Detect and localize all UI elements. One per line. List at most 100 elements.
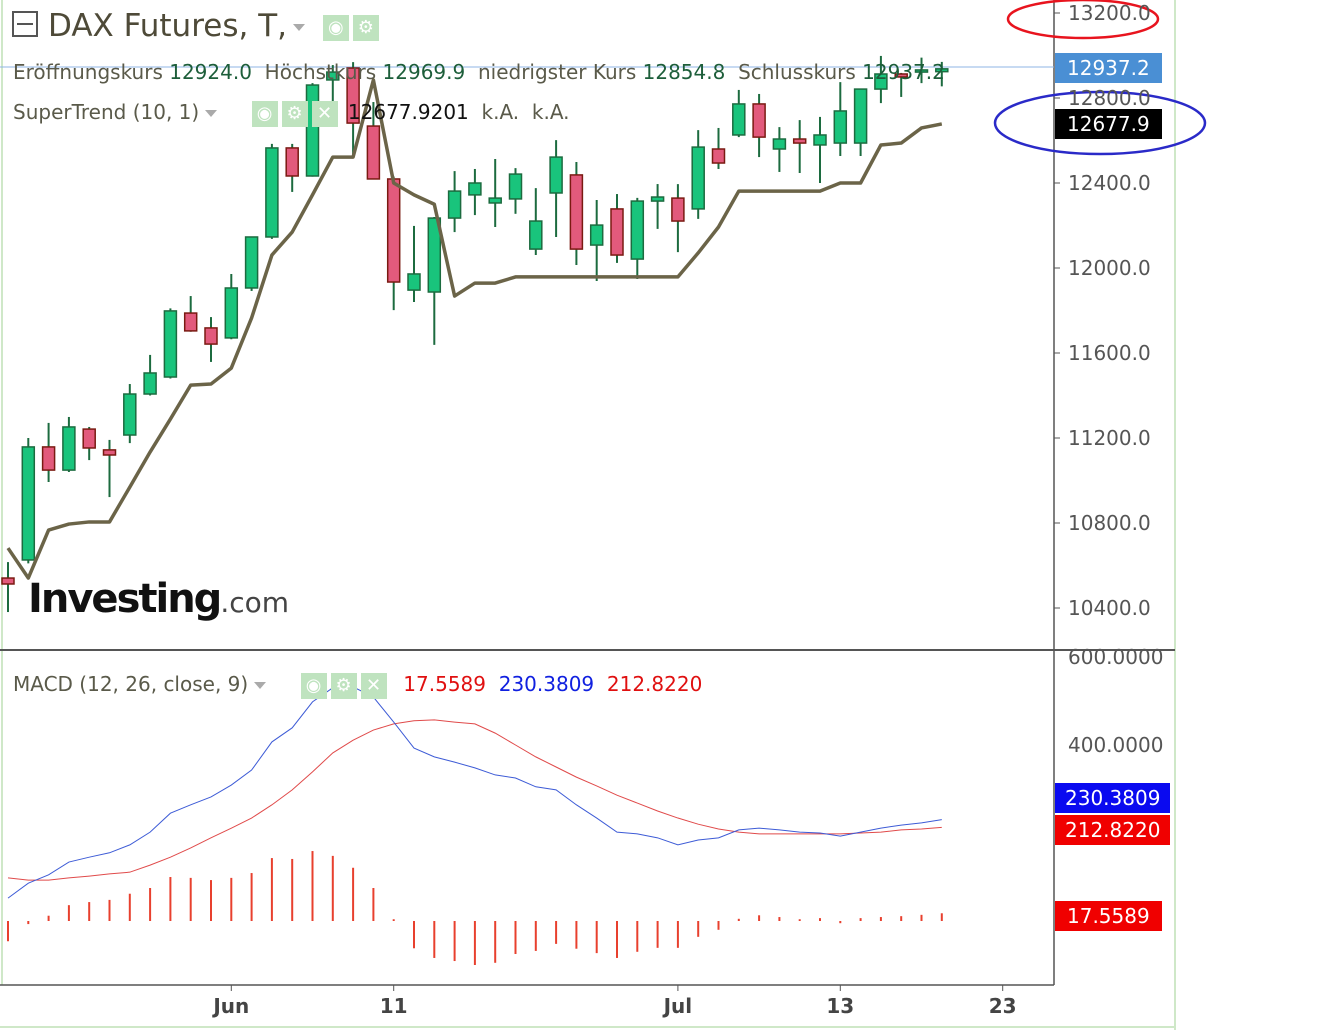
candle-body-down: [204, 327, 218, 345]
candle-body-up: [62, 426, 76, 471]
dropdown-icon[interactable]: [254, 682, 267, 689]
candle: [650, 184, 665, 229]
gear-icon[interactable]: ⚙: [352, 14, 379, 41]
chart-title: DAX Futures, T,: [48, 8, 287, 44]
candle-body-up: [813, 134, 827, 146]
logo-suffix: .com: [220, 586, 290, 619]
candle: [123, 384, 137, 444]
dropdown-icon[interactable]: [205, 110, 218, 117]
candle-body-up: [589, 224, 604, 246]
macd-axis-label: 400.0000: [1068, 733, 1164, 757]
close-icon[interactable]: ✕: [311, 100, 338, 127]
signal-badge: 212.8220: [1055, 815, 1171, 845]
candle-body-up: [407, 273, 421, 291]
candle-body-down: [752, 103, 766, 138]
candle: [549, 140, 563, 237]
candle: [224, 273, 239, 340]
candle: [468, 168, 482, 216]
candle-body-up: [21, 446, 36, 561]
price-axis-label: 10400.0: [1068, 596, 1151, 620]
high-label: Höchstkurs: [264, 60, 377, 84]
eye-icon[interactable]: ◉: [322, 14, 349, 41]
candle-body-up: [874, 73, 888, 90]
candle: [792, 120, 807, 174]
close-icon[interactable]: ✕: [360, 672, 387, 699]
chart-background: [0, 0, 1175, 1030]
candle-body-down: [792, 138, 807, 144]
macd-value: 230.3809: [498, 672, 595, 696]
candle: [833, 82, 848, 157]
supertrend-line: [6, 78, 943, 580]
price-axis-label: 11600.0: [1068, 341, 1151, 365]
candle-body-down: [711, 148, 726, 164]
candle: [894, 72, 908, 97]
macd-line: [7, 686, 942, 899]
low-label: niedrigster Kurs: [477, 60, 637, 84]
price-axis-label: 12000.0: [1068, 256, 1151, 280]
candle: [732, 89, 746, 138]
candle: [285, 143, 299, 192]
candle-body-up: [529, 220, 543, 250]
supertrend-label: SuperTrend (10, 1): [13, 100, 200, 124]
high-value: 12969.9: [382, 60, 466, 84]
candle: [610, 194, 624, 263]
candle: [386, 176, 401, 311]
candle-body-up: [163, 310, 178, 378]
candle: [305, 83, 320, 177]
candle: [813, 116, 827, 183]
candle-body-up: [123, 393, 137, 436]
candle-body-down: [102, 449, 117, 456]
candle-body-down: [610, 208, 624, 256]
close-value: 12937.2: [862, 60, 945, 84]
candle-body-up: [549, 156, 563, 194]
candle: [874, 55, 888, 104]
candle-body-up: [305, 84, 320, 177]
candle-body-up: [244, 236, 259, 289]
candle: [244, 236, 259, 291]
close-label: Schlusskurs: [738, 60, 856, 84]
price-axis-label: 13200.0: [1068, 1, 1151, 25]
candle-body-up: [853, 88, 868, 144]
candle-body-up: [935, 68, 949, 73]
candle-body-down: [82, 428, 96, 449]
candle-body-up: [772, 138, 787, 150]
macd-label: MACD (12, 26, close, 9): [13, 672, 249, 696]
macd-signal-value: 212.8220: [606, 672, 703, 696]
price-axis-label: 10800.0: [1068, 511, 1151, 535]
candle-body-up: [447, 190, 462, 219]
eye-icon[interactable]: ◉: [300, 672, 327, 699]
gear-icon[interactable]: ⚙: [330, 672, 357, 699]
candle: [691, 130, 705, 219]
open-value: 12924.0: [169, 60, 252, 84]
candle: [488, 158, 502, 227]
time-axis-label: Jun: [213, 994, 250, 1018]
macd-badge: 230.3809: [1055, 783, 1171, 813]
chart-title-row: DAX Futures, T, ◉ ⚙: [12, 8, 383, 44]
eye-icon[interactable]: ◉: [251, 100, 278, 127]
candle: [183, 296, 198, 332]
candle: [508, 168, 523, 214]
collapse-icon[interactable]: [12, 10, 38, 37]
candle-body-down: [285, 147, 299, 177]
candle-body-down: [386, 178, 401, 283]
candle-body-down: [183, 312, 198, 332]
time-axis-label: 13: [826, 994, 855, 1018]
candle: [62, 416, 76, 472]
dropdown-icon[interactable]: [293, 24, 305, 31]
open-label: Eröffnungskurs: [13, 60, 163, 84]
supertrend-value-2: k.A.: [481, 100, 520, 124]
candle: [163, 308, 178, 379]
candle-body-up: [468, 182, 482, 196]
macd-hist-value: 17.5589: [403, 672, 486, 696]
candle-body-up: [224, 287, 239, 339]
low-value: 12854.8: [642, 60, 726, 84]
gear-icon[interactable]: ⚙: [281, 100, 308, 127]
candle: [143, 354, 157, 396]
candle: [914, 57, 929, 84]
candle: [366, 102, 381, 180]
supertrend-legend: SuperTrend (10, 1) ◉ ⚙ ✕ 12677.9201 k.A. k…: [13, 100, 570, 127]
candle: [853, 88, 868, 157]
price-axis-label: 12400.0: [1068, 171, 1151, 195]
candle-body-up: [691, 146, 705, 210]
